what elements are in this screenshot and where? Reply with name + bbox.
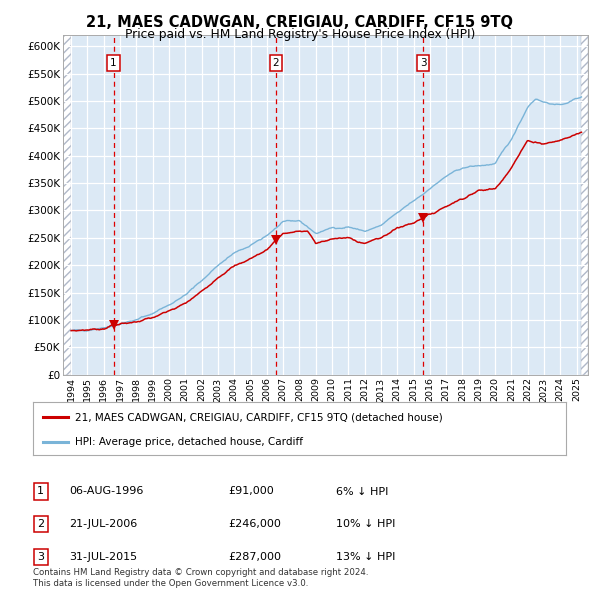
Text: 13% ↓ HPI: 13% ↓ HPI [336, 552, 395, 562]
Text: 3: 3 [37, 552, 44, 562]
Text: 3: 3 [419, 58, 427, 68]
Text: 1: 1 [110, 58, 117, 68]
Text: 21, MAES CADWGAN, CREIGIAU, CARDIFF, CF15 9TQ: 21, MAES CADWGAN, CREIGIAU, CARDIFF, CF1… [86, 15, 514, 30]
Text: £287,000: £287,000 [228, 552, 281, 562]
Text: £91,000: £91,000 [228, 487, 274, 496]
Text: 6% ↓ HPI: 6% ↓ HPI [336, 487, 388, 496]
Text: 21-JUL-2006: 21-JUL-2006 [69, 519, 137, 529]
Text: 1: 1 [37, 487, 44, 496]
Text: 10% ↓ HPI: 10% ↓ HPI [336, 519, 395, 529]
Text: 21, MAES CADWGAN, CREIGIAU, CARDIFF, CF15 9TQ (detached house): 21, MAES CADWGAN, CREIGIAU, CARDIFF, CF1… [74, 412, 442, 422]
Text: £246,000: £246,000 [228, 519, 281, 529]
Text: 06-AUG-1996: 06-AUG-1996 [69, 487, 143, 496]
Text: 2: 2 [272, 58, 279, 68]
Text: 31-JUL-2015: 31-JUL-2015 [69, 552, 137, 562]
Text: 2: 2 [37, 519, 44, 529]
Text: HPI: Average price, detached house, Cardiff: HPI: Average price, detached house, Card… [74, 437, 302, 447]
Text: Price paid vs. HM Land Registry's House Price Index (HPI): Price paid vs. HM Land Registry's House … [125, 28, 475, 41]
Text: Contains HM Land Registry data © Crown copyright and database right 2024.
This d: Contains HM Land Registry data © Crown c… [33, 568, 368, 588]
